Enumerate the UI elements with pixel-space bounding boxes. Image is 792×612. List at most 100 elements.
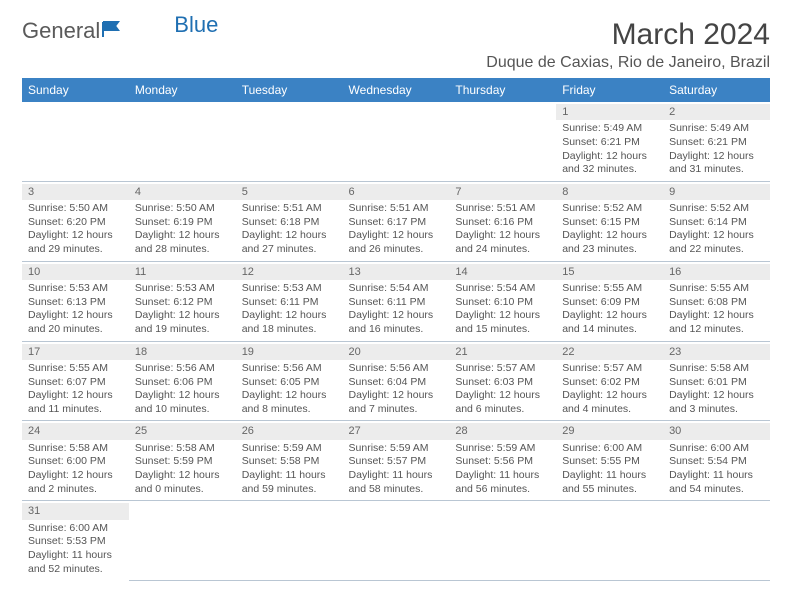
day-detail: Sunset: 5:55 PM bbox=[562, 455, 657, 469]
calendar-cell: 13Sunrise: 5:54 AMSunset: 6:11 PMDayligh… bbox=[343, 261, 450, 341]
day-detail: Daylight: 12 hours bbox=[562, 229, 657, 243]
day-number: 25 bbox=[129, 423, 236, 439]
day-detail: and 2 minutes. bbox=[28, 483, 123, 497]
day-number: 2 bbox=[663, 104, 770, 120]
calendar-cell: 31Sunrise: 6:00 AMSunset: 5:53 PMDayligh… bbox=[22, 501, 129, 580]
day-detail: and 59 minutes. bbox=[242, 483, 337, 497]
day-detail: Sunrise: 5:52 AM bbox=[562, 202, 657, 216]
day-number: 7 bbox=[449, 184, 556, 200]
day-detail: Sunrise: 5:54 AM bbox=[455, 282, 550, 296]
day-number: 8 bbox=[556, 184, 663, 200]
calendar-cell: 26Sunrise: 5:59 AMSunset: 5:58 PMDayligh… bbox=[236, 421, 343, 501]
weekday-header: Sunday bbox=[22, 78, 129, 102]
day-number: 28 bbox=[449, 423, 556, 439]
day-number: 29 bbox=[556, 423, 663, 439]
header-right: March 2024 Duque de Caxias, Rio de Janei… bbox=[486, 18, 770, 72]
day-detail: and 29 minutes. bbox=[28, 243, 123, 257]
day-number: 17 bbox=[22, 344, 129, 360]
day-detail: and 0 minutes. bbox=[135, 483, 230, 497]
day-detail: and 20 minutes. bbox=[28, 323, 123, 337]
day-number: 10 bbox=[22, 264, 129, 280]
calendar-cell: 16Sunrise: 5:55 AMSunset: 6:08 PMDayligh… bbox=[663, 261, 770, 341]
day-detail: Daylight: 11 hours bbox=[28, 549, 123, 563]
day-detail: Sunrise: 5:51 AM bbox=[349, 202, 444, 216]
calendar-cell bbox=[449, 501, 556, 580]
day-detail: Sunset: 6:06 PM bbox=[135, 376, 230, 390]
day-detail: and 19 minutes. bbox=[135, 323, 230, 337]
day-detail: Sunrise: 5:56 AM bbox=[242, 362, 337, 376]
day-detail: Sunrise: 5:55 AM bbox=[669, 282, 764, 296]
day-detail: Sunrise: 5:54 AM bbox=[349, 282, 444, 296]
day-detail: and 24 minutes. bbox=[455, 243, 550, 257]
day-detail: Sunrise: 5:51 AM bbox=[455, 202, 550, 216]
day-detail: Sunset: 6:21 PM bbox=[669, 136, 764, 150]
day-detail: Daylight: 12 hours bbox=[455, 309, 550, 323]
calendar-cell: 10Sunrise: 5:53 AMSunset: 6:13 PMDayligh… bbox=[22, 261, 129, 341]
day-number: 12 bbox=[236, 264, 343, 280]
day-detail: Daylight: 12 hours bbox=[242, 229, 337, 243]
day-number: 19 bbox=[236, 344, 343, 360]
day-detail: Sunrise: 6:00 AM bbox=[669, 442, 764, 456]
day-detail: Sunset: 5:59 PM bbox=[135, 455, 230, 469]
day-detail: Sunrise: 6:00 AM bbox=[562, 442, 657, 456]
weekday-header: Wednesday bbox=[343, 78, 450, 102]
day-number: 14 bbox=[449, 264, 556, 280]
day-number: 23 bbox=[663, 344, 770, 360]
calendar-cell: 9Sunrise: 5:52 AMSunset: 6:14 PMDaylight… bbox=[663, 181, 770, 261]
day-detail: Sunset: 6:11 PM bbox=[242, 296, 337, 310]
day-detail: and 52 minutes. bbox=[28, 563, 123, 577]
day-detail: Sunset: 6:12 PM bbox=[135, 296, 230, 310]
day-number: 4 bbox=[129, 184, 236, 200]
day-detail: and 6 minutes. bbox=[455, 403, 550, 417]
day-detail: Sunset: 6:04 PM bbox=[349, 376, 444, 390]
day-detail: Sunrise: 5:53 AM bbox=[242, 282, 337, 296]
day-detail: Sunset: 6:10 PM bbox=[455, 296, 550, 310]
day-detail: Sunset: 6:05 PM bbox=[242, 376, 337, 390]
day-detail: Sunrise: 5:53 AM bbox=[28, 282, 123, 296]
day-detail: Sunrise: 5:50 AM bbox=[135, 202, 230, 216]
brand-name-2: Blue bbox=[174, 12, 218, 38]
day-detail: Daylight: 12 hours bbox=[669, 150, 764, 164]
day-detail: and 54 minutes. bbox=[669, 483, 764, 497]
day-detail: Daylight: 11 hours bbox=[349, 469, 444, 483]
day-detail: Sunrise: 5:50 AM bbox=[28, 202, 123, 216]
day-detail: and 26 minutes. bbox=[349, 243, 444, 257]
day-detail: Sunrise: 5:59 AM bbox=[455, 442, 550, 456]
day-detail: Daylight: 12 hours bbox=[562, 389, 657, 403]
day-detail: Sunset: 5:54 PM bbox=[669, 455, 764, 469]
day-detail: Daylight: 12 hours bbox=[669, 229, 764, 243]
day-detail: Sunrise: 5:58 AM bbox=[135, 442, 230, 456]
day-detail: Daylight: 12 hours bbox=[135, 229, 230, 243]
day-detail: Daylight: 11 hours bbox=[242, 469, 337, 483]
weekday-header: Friday bbox=[556, 78, 663, 102]
day-detail: and 4 minutes. bbox=[562, 403, 657, 417]
calendar-cell bbox=[556, 501, 663, 580]
day-detail: Daylight: 12 hours bbox=[349, 309, 444, 323]
day-detail: and 11 minutes. bbox=[28, 403, 123, 417]
calendar-cell bbox=[449, 102, 556, 181]
day-detail: and 10 minutes. bbox=[135, 403, 230, 417]
day-detail: and 32 minutes. bbox=[562, 163, 657, 177]
day-detail: and 31 minutes. bbox=[669, 163, 764, 177]
calendar-cell: 11Sunrise: 5:53 AMSunset: 6:12 PMDayligh… bbox=[129, 261, 236, 341]
day-detail: Daylight: 12 hours bbox=[135, 469, 230, 483]
calendar-cell: 8Sunrise: 5:52 AMSunset: 6:15 PMDaylight… bbox=[556, 181, 663, 261]
day-detail: Daylight: 12 hours bbox=[349, 229, 444, 243]
calendar-cell bbox=[343, 501, 450, 580]
calendar-cell: 29Sunrise: 6:00 AMSunset: 5:55 PMDayligh… bbox=[556, 421, 663, 501]
day-detail: and 8 minutes. bbox=[242, 403, 337, 417]
calendar-cell: 19Sunrise: 5:56 AMSunset: 6:05 PMDayligh… bbox=[236, 341, 343, 421]
day-detail: Sunrise: 5:58 AM bbox=[669, 362, 764, 376]
day-detail: Daylight: 12 hours bbox=[562, 150, 657, 164]
day-detail: and 14 minutes. bbox=[562, 323, 657, 337]
day-number: 31 bbox=[22, 503, 129, 519]
calendar-head: SundayMondayTuesdayWednesdayThursdayFrid… bbox=[22, 78, 770, 102]
day-detail: Daylight: 12 hours bbox=[669, 389, 764, 403]
calendar-cell: 6Sunrise: 5:51 AMSunset: 6:17 PMDaylight… bbox=[343, 181, 450, 261]
page-title: March 2024 bbox=[486, 18, 770, 52]
day-detail: Sunrise: 5:49 AM bbox=[562, 122, 657, 136]
day-detail: Sunset: 6:14 PM bbox=[669, 216, 764, 230]
day-detail: Sunset: 5:53 PM bbox=[28, 535, 123, 549]
calendar-cell: 21Sunrise: 5:57 AMSunset: 6:03 PMDayligh… bbox=[449, 341, 556, 421]
day-detail: Sunrise: 5:53 AM bbox=[135, 282, 230, 296]
